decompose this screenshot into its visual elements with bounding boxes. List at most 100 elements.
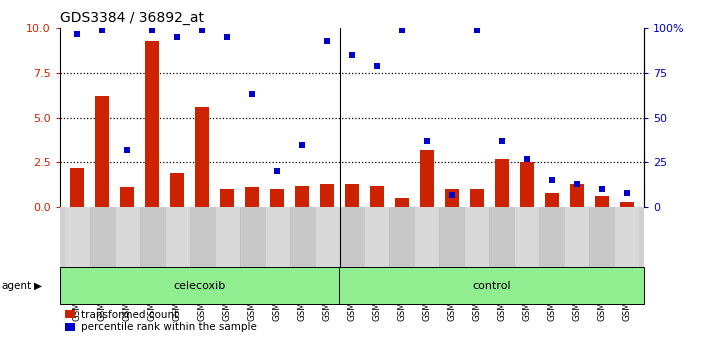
- Point: [296, 142, 308, 147]
- Point: [146, 27, 158, 33]
- Point: [96, 27, 108, 33]
- Bar: [65, 28, 90, 207]
- Bar: [545, 193, 559, 207]
- Bar: [420, 150, 434, 207]
- Bar: [345, 184, 359, 207]
- Bar: [60, 267, 339, 304]
- Bar: [539, 28, 564, 207]
- Bar: [289, 207, 315, 267]
- Bar: [439, 28, 465, 207]
- Point: [546, 177, 558, 183]
- Text: GDS3384 / 36892_at: GDS3384 / 36892_at: [60, 11, 204, 25]
- Legend: transformed count, percentile rank within the sample: transformed count, percentile rank withi…: [65, 310, 256, 332]
- Bar: [470, 189, 484, 207]
- Bar: [140, 207, 165, 267]
- Bar: [189, 28, 215, 207]
- Bar: [614, 28, 639, 207]
- Bar: [589, 28, 614, 207]
- Bar: [120, 187, 134, 207]
- Point: [446, 192, 458, 198]
- Bar: [415, 207, 439, 267]
- Bar: [495, 159, 509, 207]
- Point: [421, 138, 432, 144]
- Point: [396, 27, 408, 33]
- Bar: [595, 196, 608, 207]
- Bar: [315, 28, 339, 207]
- Point: [571, 181, 582, 187]
- Bar: [239, 28, 265, 207]
- Bar: [570, 184, 584, 207]
- Bar: [239, 207, 265, 267]
- Bar: [170, 173, 184, 207]
- Text: celecoxib: celecoxib: [173, 281, 226, 291]
- Bar: [90, 207, 115, 267]
- Bar: [295, 185, 309, 207]
- Bar: [265, 28, 289, 207]
- Point: [521, 156, 532, 162]
- Bar: [90, 28, 115, 207]
- Bar: [589, 207, 614, 267]
- Bar: [96, 96, 109, 207]
- Bar: [445, 189, 459, 207]
- Point: [621, 190, 632, 196]
- Bar: [370, 185, 384, 207]
- Point: [222, 34, 233, 40]
- Bar: [115, 207, 140, 267]
- Bar: [620, 202, 634, 207]
- Bar: [614, 207, 639, 267]
- Point: [471, 27, 482, 33]
- Bar: [389, 28, 415, 207]
- Bar: [270, 189, 284, 207]
- Point: [371, 63, 382, 69]
- Bar: [265, 207, 289, 267]
- Bar: [220, 189, 234, 207]
- Point: [122, 147, 133, 153]
- Bar: [339, 28, 365, 207]
- Bar: [65, 207, 90, 267]
- Bar: [115, 28, 140, 207]
- Point: [322, 38, 333, 44]
- Bar: [215, 207, 239, 267]
- Bar: [339, 207, 365, 267]
- Point: [346, 52, 358, 58]
- Bar: [439, 207, 465, 267]
- Bar: [140, 28, 165, 207]
- Text: agent: agent: [1, 281, 32, 291]
- Bar: [70, 168, 84, 207]
- Text: control: control: [472, 281, 511, 291]
- Point: [596, 186, 608, 192]
- Bar: [339, 267, 644, 304]
- Bar: [215, 28, 239, 207]
- Bar: [395, 198, 409, 207]
- Bar: [315, 207, 339, 267]
- Bar: [189, 207, 215, 267]
- Bar: [365, 28, 389, 207]
- Bar: [539, 207, 564, 267]
- Bar: [489, 28, 515, 207]
- Bar: [245, 187, 259, 207]
- Bar: [465, 207, 489, 267]
- Bar: [165, 207, 189, 267]
- Bar: [564, 207, 589, 267]
- Bar: [515, 207, 539, 267]
- Bar: [389, 207, 415, 267]
- Bar: [515, 28, 539, 207]
- Bar: [145, 41, 159, 207]
- Point: [272, 169, 283, 174]
- Bar: [465, 28, 489, 207]
- Bar: [195, 107, 209, 207]
- Point: [196, 27, 208, 33]
- Bar: [415, 28, 439, 207]
- Point: [172, 34, 183, 40]
- Bar: [520, 162, 534, 207]
- Bar: [489, 207, 515, 267]
- Point: [246, 92, 258, 97]
- Bar: [564, 28, 589, 207]
- Bar: [165, 28, 189, 207]
- Bar: [320, 184, 334, 207]
- Text: ▶: ▶: [34, 281, 42, 291]
- Bar: [365, 207, 389, 267]
- Point: [496, 138, 508, 144]
- Point: [72, 31, 83, 36]
- Bar: [289, 28, 315, 207]
